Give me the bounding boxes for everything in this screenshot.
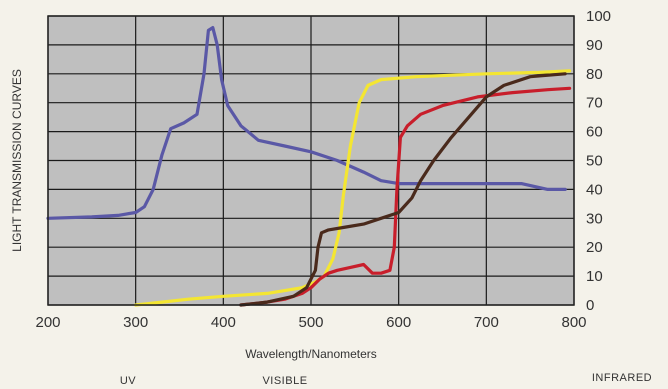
y-tick-label: 90 (586, 37, 603, 54)
region-label-infrared: INFRARED (592, 372, 652, 384)
plot-frame (47, 15, 575, 306)
x-tick-label: 400 (211, 314, 236, 331)
y-tick-label: 80 (586, 66, 603, 83)
x-axis-label: Wavelength/Nanometers (245, 347, 377, 361)
y-tick-label: 100 (586, 8, 611, 25)
x-tick-label: 200 (35, 314, 60, 331)
y-tick-label: 0 (586, 297, 594, 314)
series-line-2 (134, 69, 572, 307)
y-tick-label: 70 (586, 95, 603, 112)
x-tick-label: 700 (474, 314, 499, 331)
y-tick-label: 50 (586, 153, 603, 170)
series-line-4 (239, 72, 567, 307)
region-label-uv: UV (120, 375, 136, 387)
y-tick-label: 60 (586, 124, 603, 141)
y-axis-label: LIGHT TRANSMISSION CURVES (10, 69, 24, 252)
series-line-1 (46, 26, 567, 220)
x-tick-label: 800 (561, 314, 586, 331)
y-tick-labels: 0 10 20 30 40 50 60 70 80 90 100 (586, 8, 611, 314)
x-tick-label: 600 (386, 314, 411, 331)
y-tick-label: 10 (586, 268, 603, 285)
series-line-3 (239, 86, 572, 307)
y-tick-label: 40 (586, 181, 603, 198)
x-tick-label: 300 (123, 314, 148, 331)
y-tick-label: 20 (586, 239, 603, 256)
x-tick-label: 500 (298, 314, 323, 331)
series-group (46, 26, 572, 307)
x-tick-labels: 200 300 400 500 600 700 800 (35, 314, 586, 331)
region-label-visible: VISIBLE (262, 375, 307, 387)
y-tick-label: 30 (586, 210, 603, 227)
